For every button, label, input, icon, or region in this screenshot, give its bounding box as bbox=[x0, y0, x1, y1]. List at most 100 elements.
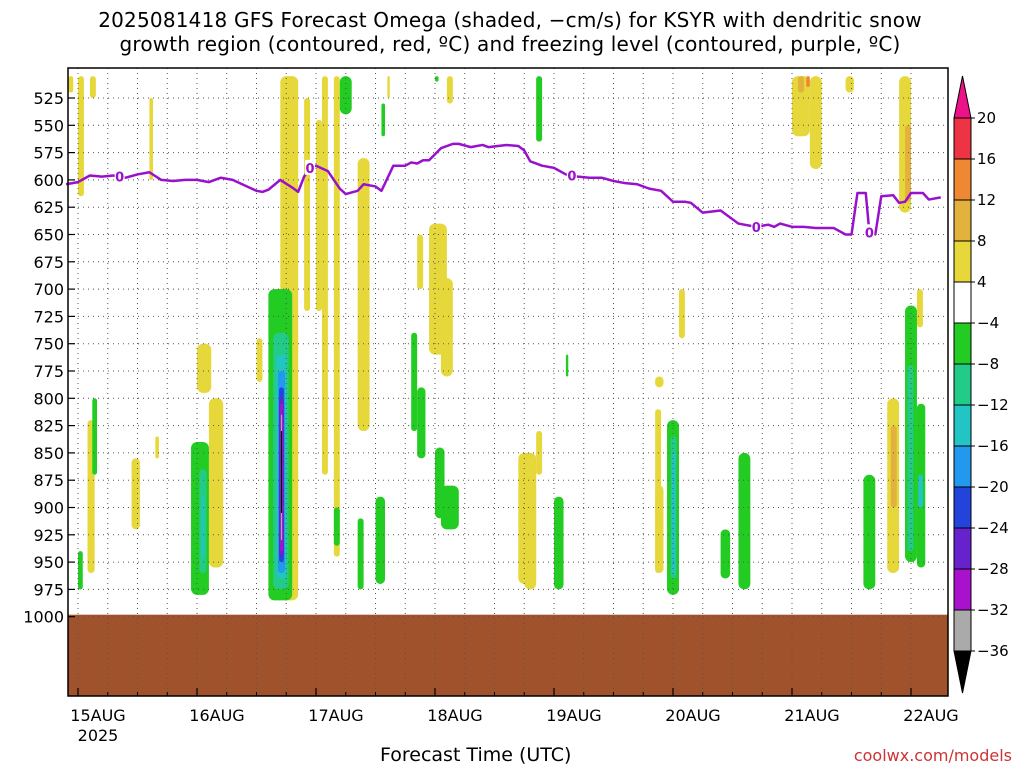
y-tick-label: 700 bbox=[33, 280, 64, 299]
colorbar-top-arrow bbox=[953, 75, 972, 119]
freezing-level-contour: 0 0 0 0 0 bbox=[65, 142, 941, 241]
y-tick-label: 575 bbox=[33, 144, 64, 163]
colorbar-segment bbox=[953, 568, 972, 611]
chart-title-line-2: growth region (contoured, red, ºC) and f… bbox=[119, 32, 901, 56]
y-tick-label: 675 bbox=[33, 253, 64, 272]
omega-cell bbox=[375, 496, 386, 584]
terrain-band bbox=[68, 614, 948, 696]
colorbar-segment bbox=[953, 158, 972, 201]
colorbar-segment bbox=[953, 486, 972, 529]
omega-cell bbox=[806, 76, 810, 88]
y-tick-label: 925 bbox=[33, 526, 64, 545]
omega-cell bbox=[92, 398, 98, 475]
colorbar-segment bbox=[953, 404, 972, 447]
colorbar-segment bbox=[953, 445, 972, 488]
x-tick-label: 22AUG bbox=[903, 706, 958, 725]
omega-cell bbox=[68, 76, 74, 93]
omega-cell bbox=[256, 338, 263, 382]
freezing-level-label: 0 bbox=[306, 162, 315, 177]
omega-cell bbox=[440, 278, 453, 377]
colorbar-bottom-arrow bbox=[953, 650, 972, 694]
terrain-fill bbox=[68, 614, 948, 696]
plot-area bbox=[68, 68, 948, 696]
freezing-level-label: 0 bbox=[752, 221, 761, 236]
y-tick-label: 850 bbox=[33, 444, 64, 463]
x-tick-label: 15AUG bbox=[70, 706, 125, 725]
y-tick-label: 525 bbox=[33, 89, 64, 108]
omega-cell bbox=[417, 234, 424, 290]
colorbar-segment bbox=[953, 527, 972, 570]
y-tick-label: 650 bbox=[33, 226, 64, 245]
y-tick-label: 600 bbox=[33, 171, 64, 190]
colorbar-tick-label: −24 bbox=[977, 519, 1009, 537]
omega-cell bbox=[918, 474, 923, 508]
omega-cell bbox=[863, 474, 876, 590]
plot-frame bbox=[67, 67, 949, 697]
freezing-level-label: 0 bbox=[115, 171, 124, 186]
omega-cell bbox=[381, 103, 386, 137]
omega-cell bbox=[554, 496, 564, 590]
y-tick-label: 875 bbox=[33, 471, 64, 490]
omega-cell bbox=[208, 398, 224, 568]
omega-cell bbox=[440, 485, 459, 530]
omega-cell bbox=[387, 76, 390, 98]
colorbar: 20 16 12 8 4 −4 −8 −12 −16 −20 −24 −28 −32 −36 bbox=[953, 75, 1009, 694]
y-tick-label: 625 bbox=[33, 198, 64, 217]
colorbar-tick-label: 12 bbox=[977, 191, 996, 209]
omega-cell bbox=[797, 76, 804, 93]
omega-cell bbox=[446, 76, 453, 104]
x-axis-label: Forecast Time (UTC) bbox=[380, 744, 572, 766]
colorbar-tick-label: −28 bbox=[977, 560, 1009, 578]
colorbar-segment bbox=[953, 363, 972, 406]
omega-cell bbox=[809, 76, 822, 169]
credit-link[interactable]: coolwx.com/models bbox=[853, 746, 1012, 765]
omega-cell bbox=[339, 76, 352, 115]
omega-cell bbox=[131, 458, 140, 530]
y-axis-ticks: 525 550 575 600 625 650 675 700 725 750 775 800 825 8… bbox=[23, 89, 75, 627]
omega-cell bbox=[78, 551, 83, 590]
omega-cell bbox=[916, 289, 923, 328]
omega-cell bbox=[417, 387, 426, 459]
grid-lines bbox=[68, 68, 948, 696]
omega-cell bbox=[333, 76, 340, 557]
y-tick-label: 900 bbox=[33, 499, 64, 518]
y-tick-label: 975 bbox=[33, 580, 64, 599]
colorbar-tick-label: −32 bbox=[977, 601, 1009, 619]
omega-cell bbox=[907, 365, 914, 552]
y-tick-label: 550 bbox=[33, 116, 64, 135]
colorbar-segment bbox=[953, 117, 972, 160]
omega-cell bbox=[565, 354, 569, 377]
omega-cell bbox=[316, 119, 322, 311]
omega-cell bbox=[357, 158, 370, 432]
x-tick-label: 17AUG bbox=[308, 706, 363, 725]
chart-title: 2025081418 GFS Forecast Omega (shaded, −… bbox=[0, 8, 1020, 56]
y-tick-label: 800 bbox=[33, 389, 64, 408]
omega-cell bbox=[655, 485, 664, 574]
colorbar-tick-label: 20 bbox=[977, 109, 996, 127]
omega-cell bbox=[678, 289, 685, 339]
omega-cell bbox=[738, 452, 751, 590]
omega-cell bbox=[411, 332, 418, 432]
x-tick-label: 19AUG bbox=[546, 706, 601, 725]
colorbar-segment bbox=[953, 609, 972, 652]
omega-cell bbox=[197, 343, 212, 393]
omega-shading bbox=[68, 76, 926, 601]
omega-cell bbox=[89, 76, 96, 98]
y-tick-label: 725 bbox=[33, 307, 64, 326]
omega-cell bbox=[720, 529, 731, 579]
omega-cell bbox=[333, 507, 340, 546]
omega-cell bbox=[321, 76, 328, 475]
colorbar-tick-label: 4 bbox=[977, 273, 987, 291]
omega-cell bbox=[792, 76, 810, 137]
x-tick-label: 18AUG bbox=[427, 706, 482, 725]
omega-cell bbox=[201, 496, 205, 557]
freezing-label-bg bbox=[305, 159, 316, 175]
chart-title-line-1: 2025081418 GFS Forecast Omega (shaded, −… bbox=[98, 8, 922, 32]
y-tick-label: 825 bbox=[33, 417, 64, 436]
colorbar-tick-label: −12 bbox=[977, 396, 1009, 414]
colorbar-tick-label: −8 bbox=[977, 355, 999, 373]
omega-cell bbox=[655, 376, 664, 388]
x-tick-label: 16AUG bbox=[189, 706, 244, 725]
colorbar-segment bbox=[953, 199, 972, 242]
